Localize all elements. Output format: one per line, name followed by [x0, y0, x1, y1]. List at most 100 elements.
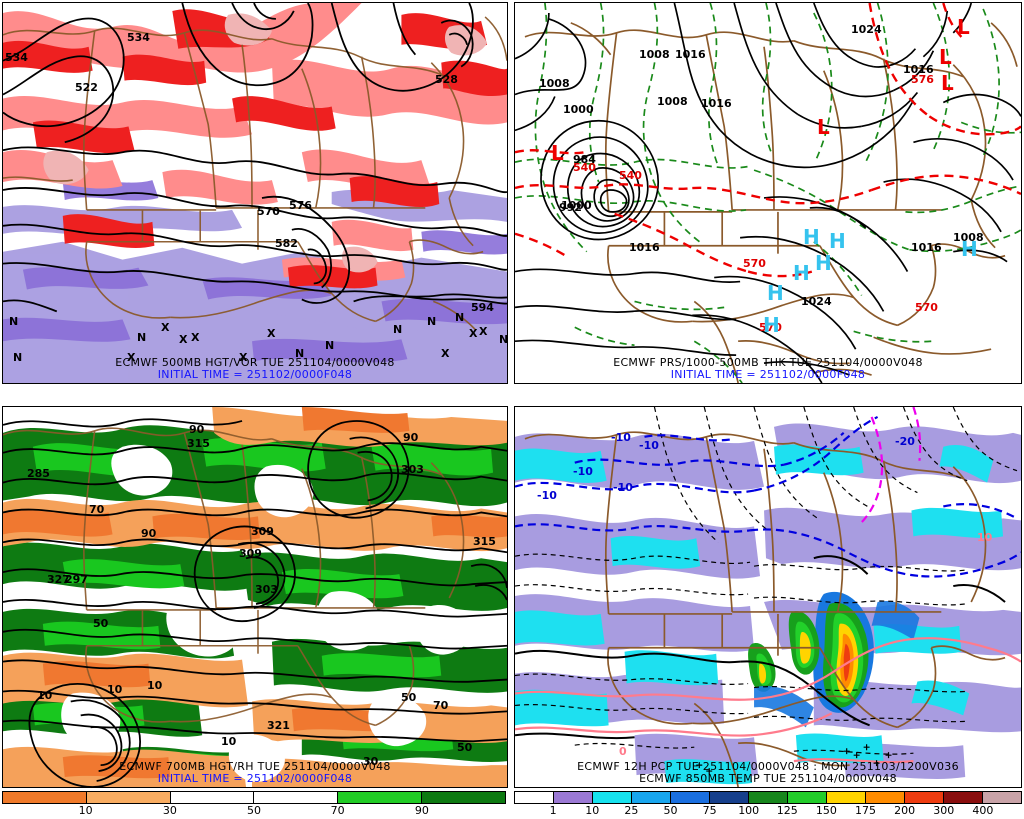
precipitation-colorbar-tick-50: 50	[663, 804, 678, 817]
precipitation-colorbar-tick-10: 10	[585, 804, 600, 817]
precipitation-colorbar-tick-75: 75	[702, 804, 717, 817]
thickness-label-576: 576	[911, 73, 934, 86]
isobar-label-1008b: 1008	[657, 95, 688, 108]
precipitation-colorbar-segment-3	[632, 792, 671, 803]
low-symbol-1: L	[551, 141, 564, 165]
thickness-label-540a: 540	[573, 161, 596, 174]
contour-label-297: 297	[65, 573, 88, 586]
isobar-label-984: 984	[573, 153, 596, 166]
isotherm-label-m10e: -10	[537, 489, 557, 502]
precipitation-colorbar-tick-200: 200	[894, 804, 916, 817]
thickness-label-570b: 570	[759, 321, 782, 334]
panel4-map	[515, 407, 1021, 787]
rh-label-10c: 10	[147, 679, 163, 692]
vorticity-marker-n9: N	[499, 333, 508, 346]
isobar-label-992: 992	[559, 201, 582, 214]
precip-colorbar-strip	[514, 791, 1022, 804]
vorticity-marker-n3: N	[137, 331, 147, 344]
high-symbol-6: H	[961, 237, 978, 261]
thickness-label-570a: 570	[743, 257, 766, 270]
contour-label-309: 309	[239, 547, 262, 560]
contour-label-576: 576	[289, 199, 312, 212]
vorticity-marker-n8: N	[455, 311, 465, 324]
high-symbol-3: H	[815, 251, 832, 275]
high-symbol-2: H	[829, 229, 846, 253]
rh-label-50a: 50	[93, 617, 109, 630]
vorticity-marker-x5: X	[127, 351, 136, 364]
low-symbol-5: L	[941, 71, 954, 95]
rh-colorbar-strip	[2, 791, 506, 804]
relative-humidity-colorbar-segment-5	[422, 792, 505, 803]
contour-label-285: 285	[27, 467, 50, 480]
vorticity-marker-x3: X	[191, 331, 200, 344]
panel2-map	[515, 3, 1021, 383]
precipitation-colorbar: 1 10 25 50 75 100 125 150 175 200 300 400	[514, 791, 1022, 817]
low-symbol-4: L	[939, 45, 952, 69]
panel1-map	[3, 3, 507, 383]
contour-label-303b: 303	[401, 463, 424, 476]
relative-humidity-colorbar-segment-3	[254, 792, 339, 803]
contour-label-522: 522	[75, 81, 98, 94]
vorticity-marker-n5: N	[325, 339, 335, 352]
relative-humidity-colorbar-tick-30: 30	[162, 804, 177, 817]
isobar-label-1016c: 1016	[903, 63, 934, 76]
thickness-label-540b: 540	[619, 169, 642, 182]
vorticity-marker-n2: N	[13, 351, 23, 364]
vorticity-marker-n1: N	[9, 315, 19, 328]
rh-label-10a: 10	[37, 689, 53, 702]
rh-label-90b: 90	[403, 431, 419, 444]
rh-label-90a: 90	[189, 423, 205, 436]
precipitation-colorbar-tick-175: 175	[855, 804, 877, 817]
isobar-label-1008a: 1008	[639, 48, 670, 61]
isotherm-label-m10c: -10	[573, 465, 593, 478]
precipitation-colorbar-segment-0	[515, 792, 554, 803]
isobar-label-1000a: 1000	[563, 103, 594, 116]
panel-precip-850mb-temp[interactable]: -10 -10 -10 -10 -10 -20 10 0 ECMWF 12H P…	[514, 406, 1022, 788]
high-symbol-5: H	[767, 281, 784, 305]
precipitation-colorbar-segment-12	[983, 792, 1021, 803]
rh-label-50b: 50	[401, 691, 417, 704]
isobar-label-1016b: 1016	[701, 97, 732, 110]
precipitation-colorbar-tick-150: 150	[815, 804, 837, 817]
precip-colorbar-ticks: 1 10 25 50 75 100 125 150 175 200 300 400	[514, 804, 1022, 817]
panel3-map	[3, 407, 507, 787]
isobar-label-1016a: 1016	[675, 48, 706, 61]
precipitation-colorbar-segment-6	[749, 792, 788, 803]
contour-label-594: 594	[471, 301, 494, 314]
precipitation-colorbar-tick-1: 1	[549, 804, 557, 817]
isobar-label-1016e: 1016	[911, 241, 942, 254]
panel-700mb-height-rh[interactable]: 285 297 303 309 315 321 327 303 309 315 …	[2, 406, 508, 788]
high-symbol-7: H	[763, 313, 780, 337]
vorticity-marker-x6: X	[239, 351, 248, 364]
isotherm-label-0: 0	[619, 745, 627, 758]
rh-label-70b: 70	[433, 699, 449, 712]
isotherm-label-10a: 10	[977, 531, 993, 544]
vorticity-marker-n6: N	[393, 323, 403, 336]
precipitation-colorbar-tick-100: 100	[738, 804, 760, 817]
contour-label-528: 528	[435, 73, 458, 86]
relative-humidity-colorbar: 10 30 50 70 90	[2, 791, 506, 817]
contour-label-534b: 534	[5, 51, 28, 64]
vorticity-marker-n7: N	[427, 315, 437, 328]
contour-label-303: 303	[255, 583, 278, 596]
relative-humidity-colorbar-tick-70: 70	[330, 804, 345, 817]
contour-label-315: 315	[187, 437, 210, 450]
vorticity-marker-n4: N	[295, 347, 305, 360]
contour-label-582: 582	[275, 237, 298, 250]
precipitation-colorbar-segment-11	[944, 792, 983, 803]
panel-mslp-thickness[interactable]: 984 992 1000 1008 1016 1024 1008 1016 10…	[514, 2, 1022, 384]
contour-label-534a: 534	[127, 31, 150, 44]
isobar-label-1024a: 1024	[851, 23, 882, 36]
vorticity-marker-x8: X	[469, 327, 478, 340]
thickness-label-570c: 570	[915, 301, 938, 314]
vorticity-marker-x1: X	[161, 321, 170, 334]
vorticity-marker-x2: X	[179, 333, 188, 346]
panel-500mb-height-vorticity[interactable]: 534 534 522 528 570 576 582 594 N N N N …	[2, 2, 508, 384]
relative-humidity-colorbar-segment-4	[338, 792, 423, 803]
isobar-label-1000b: 1000	[561, 199, 592, 212]
rh-label-90c: 90	[141, 527, 157, 540]
relative-humidity-colorbar-tick-50: 50	[247, 804, 261, 817]
contour-label-321: 321	[267, 719, 290, 732]
precipitation-colorbar-segment-9	[866, 792, 905, 803]
